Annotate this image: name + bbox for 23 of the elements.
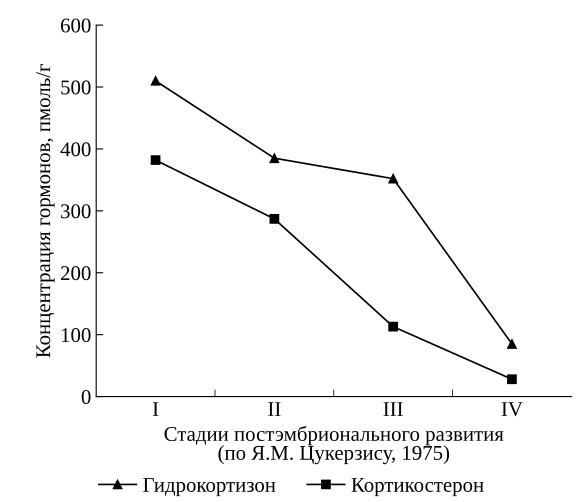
point xyxy=(388,174,398,184)
point xyxy=(388,322,398,332)
x-tick-label: II xyxy=(268,402,281,416)
x-axis-title: Стадии постэмбрионального развития (по Я.М. Цукерзису, 1975) xyxy=(164,426,504,464)
point xyxy=(270,153,280,164)
point xyxy=(270,214,280,224)
point xyxy=(150,155,160,165)
x-tick-label: I xyxy=(152,402,158,416)
x-tick-label: IV xyxy=(502,402,523,416)
y-tick-label: 100 xyxy=(62,328,91,342)
x-tick-label: III xyxy=(384,402,403,416)
y-tick-label: 200 xyxy=(61,266,91,280)
y-tick-label: 600 xyxy=(60,18,91,33)
point xyxy=(507,339,517,349)
y-tick-label: 0 xyxy=(82,390,91,404)
legend-label: Гидрокортизон xyxy=(143,478,276,496)
point xyxy=(150,76,160,86)
y-tick-label: 500 xyxy=(61,80,91,94)
y-axis-title: Концентрация гормонов, пмоль/г xyxy=(36,64,55,358)
y-tick-label: 400 xyxy=(60,142,91,156)
point xyxy=(507,374,517,384)
legend-label: Кортикостерон xyxy=(352,478,484,496)
y-tick-label: 300 xyxy=(61,204,91,218)
